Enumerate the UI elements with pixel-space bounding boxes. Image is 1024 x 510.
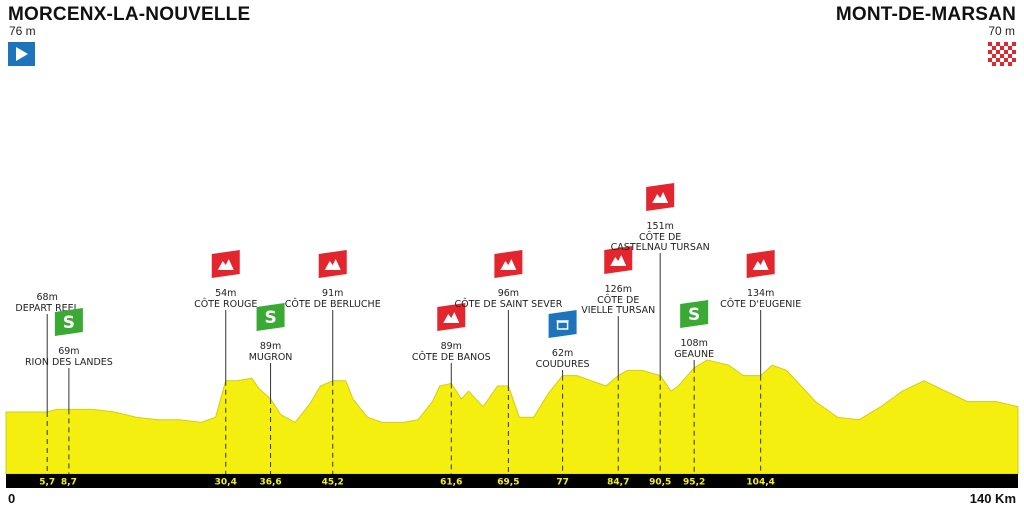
point-altitude: 96m — [498, 288, 519, 299]
feed-zone-icon — [548, 310, 577, 338]
point-name: GEAUNE — [674, 349, 714, 360]
point-name: CASTELNAU TURSAN — [611, 242, 710, 253]
climb-icon — [318, 250, 347, 278]
km-tick-label: 84,7 — [607, 478, 629, 488]
km-tick-label: 69,5 — [497, 478, 519, 488]
svg-text:S: S — [264, 308, 276, 328]
point-name: COUDURES — [536, 359, 590, 370]
km-tick-label: 104,4 — [746, 478, 774, 488]
sprint-icon — [54, 308, 83, 336]
point-altitude: 68m — [37, 292, 58, 303]
sprint-icon — [680, 300, 709, 328]
climb-icon — [211, 250, 240, 278]
km-tick-label: 36,6 — [259, 478, 281, 488]
distance-axis-bar — [6, 474, 1018, 488]
point-name: VIELLE TURSAN — [581, 305, 655, 316]
svg-text:S: S — [63, 313, 75, 333]
point-altitude: 151m — [646, 221, 673, 232]
finish-altitude: 70 m — [988, 24, 1015, 38]
point-name: RION DES LANDES — [25, 357, 113, 368]
km-tick-label: 95,2 — [683, 478, 705, 488]
climb-icon — [494, 250, 523, 278]
climb-icon — [746, 250, 775, 278]
svg-text:S: S — [688, 305, 700, 325]
point-altitude: 134m — [747, 288, 774, 299]
point-name: CÔTE DE — [597, 294, 639, 306]
climb-icon — [604, 246, 633, 274]
point-name: CÔTE D'EUGENIE — [720, 298, 801, 310]
point-altitude: 69m — [58, 346, 79, 357]
km-tick-label: 8,7 — [61, 478, 77, 488]
climb-icon — [437, 303, 466, 331]
point-name: CÔTE DE — [639, 231, 681, 243]
point-name: CÔTE DE BANOS — [412, 351, 491, 363]
point-altitude: 89m — [260, 341, 281, 352]
km-tick-label: 30,4 — [215, 478, 237, 488]
point-altitude: 89m — [441, 341, 462, 352]
point-name: DEPART REEL — [15, 303, 79, 314]
point-name: CÔTE DE SAINT SEVER — [454, 298, 562, 310]
km-tick-label: 61,6 — [440, 478, 462, 488]
start-altitude: 76 m — [9, 24, 36, 38]
km-tick-label: 77 — [556, 478, 569, 488]
point-altitude: 62m — [552, 348, 573, 359]
elevation-profile-area — [5, 359, 1019, 475]
point-altitude: 91m — [322, 288, 343, 299]
point-name: MUGRON — [249, 352, 293, 363]
finish-flag-icon — [988, 42, 1016, 66]
point-altitude: 108m — [680, 338, 707, 349]
finish-town-title: MONT-DE-MARSAN — [835, 4, 1016, 25]
point-altitude: 126m — [605, 284, 632, 295]
climb-icon — [646, 183, 675, 211]
start-km-label: 0 — [8, 491, 16, 506]
sprint-icon — [256, 303, 285, 331]
point-name: CÔTE DE BERLUCHE — [285, 298, 381, 310]
km-tick-label: 5,7 — [39, 478, 55, 488]
start-flag-icon — [8, 42, 35, 66]
km-tick-label: 90,5 — [649, 478, 671, 488]
point-altitude: 54m — [215, 288, 236, 299]
start-town-title: MORCENX-LA-NOUVELLE — [8, 4, 251, 25]
point-name: CÔTE ROUGE — [194, 298, 257, 310]
km-tick-label: 45,2 — [322, 478, 344, 488]
finish-km-label: 140 Km — [969, 491, 1016, 506]
